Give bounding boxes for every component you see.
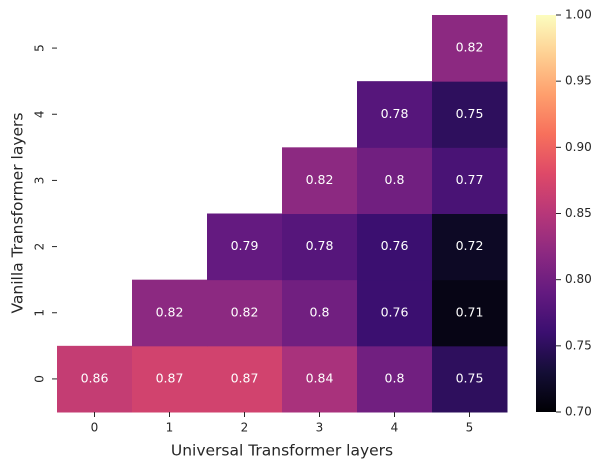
heatmap-cell bbox=[432, 147, 508, 214]
heatmap-cell bbox=[357, 147, 433, 214]
x-tick-label: 5 bbox=[466, 421, 474, 435]
cell-label: 0.86 bbox=[81, 370, 109, 385]
heatmap-cell bbox=[432, 279, 508, 347]
heatmap-cell bbox=[282, 147, 358, 214]
heatmap-cell bbox=[282, 279, 358, 347]
heatmap-cell bbox=[432, 213, 508, 281]
x-tick-label: 4 bbox=[391, 421, 399, 435]
heatmap-cell bbox=[357, 345, 433, 413]
y-axis-title: Vanilla Transformer layers bbox=[9, 113, 27, 314]
heatmap-cell bbox=[132, 345, 208, 413]
cell-label: 0.87 bbox=[231, 370, 259, 385]
y-tick-label: 0 bbox=[33, 375, 47, 383]
cell-label: 0.8 bbox=[385, 370, 405, 385]
x-tick-label: 0 bbox=[91, 421, 99, 435]
cell-label: 0.8 bbox=[310, 304, 330, 319]
colorbar bbox=[536, 15, 556, 412]
colorbar-tick-label: 0.90 bbox=[565, 140, 592, 154]
cell-label: 0.76 bbox=[381, 304, 409, 319]
y-tick-label: 4 bbox=[33, 110, 47, 118]
colorbar-tick-label: 0.70 bbox=[565, 405, 592, 419]
colorbar-tick-label: 0.75 bbox=[565, 338, 592, 352]
colorbar-tick-label: 0.85 bbox=[565, 206, 592, 220]
heatmap-cell bbox=[207, 279, 283, 347]
x-tick-label: 3 bbox=[316, 421, 324, 435]
x-tick-label: 2 bbox=[241, 421, 249, 435]
heatmap-cell bbox=[432, 15, 508, 82]
cell-label: 0.78 bbox=[381, 106, 409, 121]
cell-label: 0.76 bbox=[381, 238, 409, 253]
y-tick-label: 3 bbox=[33, 177, 47, 185]
cell-label: 0.84 bbox=[306, 370, 334, 385]
cell-label: 0.79 bbox=[231, 238, 259, 253]
cell-label: 0.8 bbox=[385, 172, 405, 187]
cell-label: 0.75 bbox=[456, 106, 484, 121]
heatmap-cell bbox=[132, 279, 208, 347]
cell-label: 0.75 bbox=[456, 370, 484, 385]
cell-label: 0.82 bbox=[156, 304, 184, 319]
heatmap-cell bbox=[357, 81, 433, 148]
heatmap-cell bbox=[432, 81, 508, 148]
cell-label: 0.82 bbox=[456, 40, 484, 55]
y-tick-label: 1 bbox=[33, 309, 47, 317]
cell-label: 0.78 bbox=[306, 238, 334, 253]
cell-label: 0.77 bbox=[456, 172, 484, 187]
x-axis-title: Universal Transformer layers bbox=[171, 442, 393, 460]
heatmap-cell bbox=[207, 345, 283, 413]
cell-label: 0.71 bbox=[456, 304, 484, 319]
y-tick-label: 2 bbox=[33, 243, 47, 251]
heatmap-cell bbox=[357, 279, 433, 347]
cell-label: 0.87 bbox=[156, 370, 184, 385]
cell-label: 0.82 bbox=[231, 304, 259, 319]
y-tick-label: 5 bbox=[33, 44, 47, 52]
colorbar-tick-label: 0.95 bbox=[565, 74, 592, 88]
heatmap-cell bbox=[357, 213, 433, 281]
heatmap-cell bbox=[432, 345, 508, 413]
heatmap-cell bbox=[282, 345, 358, 413]
colorbar-tick-label: 1.00 bbox=[565, 8, 592, 22]
colorbar-tick-label: 0.80 bbox=[565, 272, 592, 286]
heatmap-cell bbox=[282, 213, 358, 281]
cell-label: 0.82 bbox=[306, 172, 334, 187]
cell-label: 0.72 bbox=[456, 238, 484, 253]
heatmap-cell bbox=[207, 213, 283, 281]
heatmap-cell bbox=[57, 345, 133, 413]
x-tick-label: 1 bbox=[166, 421, 174, 435]
